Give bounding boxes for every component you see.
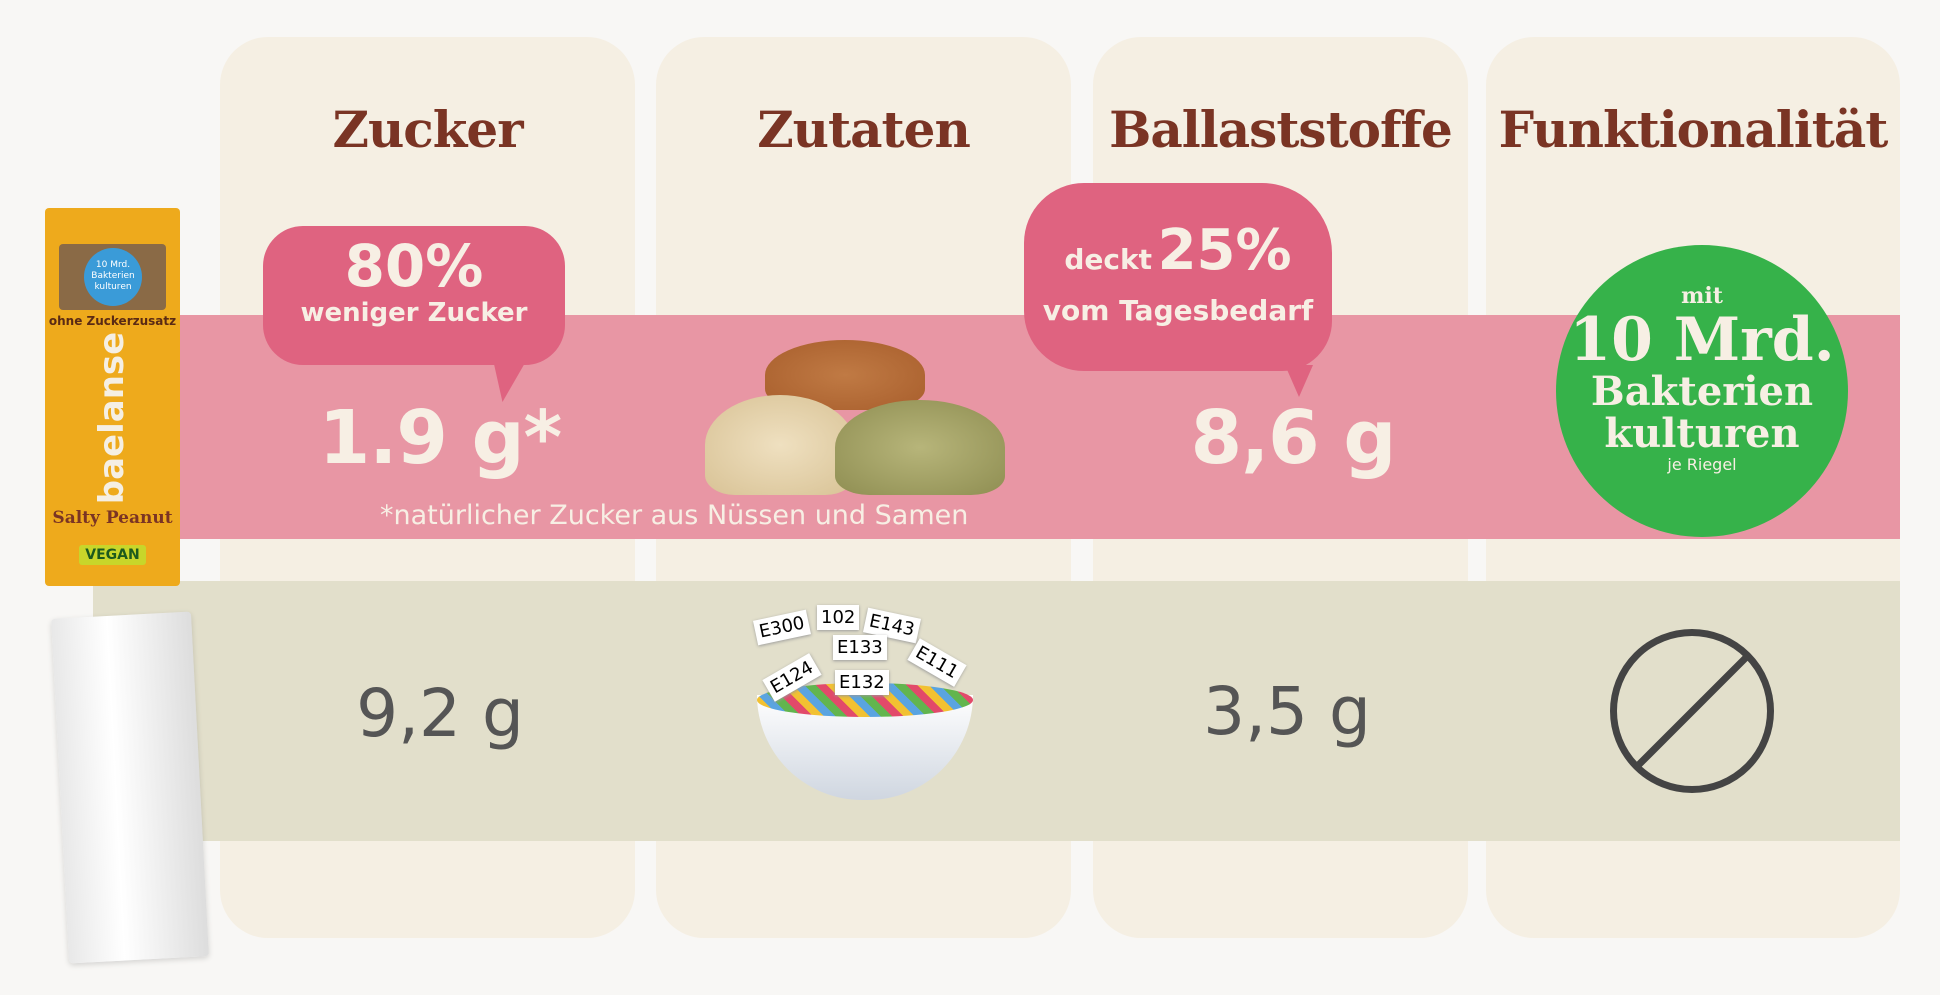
product-flavor: Salty Peanut (52, 508, 173, 528)
sugar-value-other: 9,2 g (356, 675, 524, 752)
heading-fiber: Ballaststoffe (1109, 100, 1453, 159)
heading-sugar: Zucker (332, 100, 523, 159)
product-brand: baelanse (92, 331, 132, 505)
badge-line-je-riegel: je Riegel (1667, 455, 1737, 474)
heading-function: Funktionalität (1498, 100, 1889, 159)
additives-cereal-bowl-image: E300 102 E143 E133 E124 E132 E111 (745, 595, 985, 805)
badge-line-kulturen: kulturen (1604, 410, 1800, 457)
additive-label: E300 (752, 609, 811, 646)
fiber-bubble-percent: 25% (1157, 218, 1292, 283)
other-bar-row-band (93, 581, 1900, 841)
heading-ingredients: Zutaten (757, 100, 971, 159)
prohibited-icon (1610, 629, 1774, 793)
fiber-bubble-pre: deckt (1064, 243, 1152, 276)
nuts-seeds-image (705, 340, 1005, 500)
fiber-value-baelanse: 8,6 g (1190, 395, 1397, 481)
sugar-bubble-text: weniger Zucker (300, 298, 528, 328)
bacteria-cultures-badge: mit 10 Mrd. Bakterien kulturen je Riegel (1556, 245, 1848, 537)
product-claim-no-added-sugar: ohne Zuckerzusatz (48, 314, 177, 328)
additive-label: 102 (817, 605, 860, 630)
fiber-bubble: deckt 25% vom Tagesbedarf (1024, 183, 1332, 371)
product-badge: 10 Mrd. Bakterien kulturen (84, 248, 142, 306)
fiber-value-other: 3,5 g (1203, 673, 1371, 750)
generic-bar-image (51, 611, 209, 964)
vegan-label: VEGAN (79, 545, 146, 565)
baelanse-product-image: 10 Mrd. Bakterien kulturen ohne Zuckerzu… (45, 208, 180, 586)
additive-label: E133 (833, 635, 887, 660)
badge-line-bakterien: Bakterien (1590, 368, 1814, 415)
sugar-value-baelanse: 1.9 g* (318, 395, 563, 481)
additive-label: E132 (835, 670, 889, 695)
additive-label: E111 (907, 638, 967, 687)
sugar-bubble-percent: 80% (344, 232, 484, 300)
fiber-bubble-text: vom Tagesbedarf (1042, 294, 1314, 327)
sugar-footnote: *natürlicher Zucker aus Nüssen und Samen (380, 500, 969, 531)
badge-line-amount: 10 Mrd. (1569, 305, 1835, 375)
sugar-bubble: 80% weniger Zucker (263, 226, 565, 365)
product-vegan-label: VEGAN (45, 544, 180, 565)
fiber-bubble-tail (1285, 365, 1313, 397)
badge-line-mit: mit (1681, 283, 1723, 309)
